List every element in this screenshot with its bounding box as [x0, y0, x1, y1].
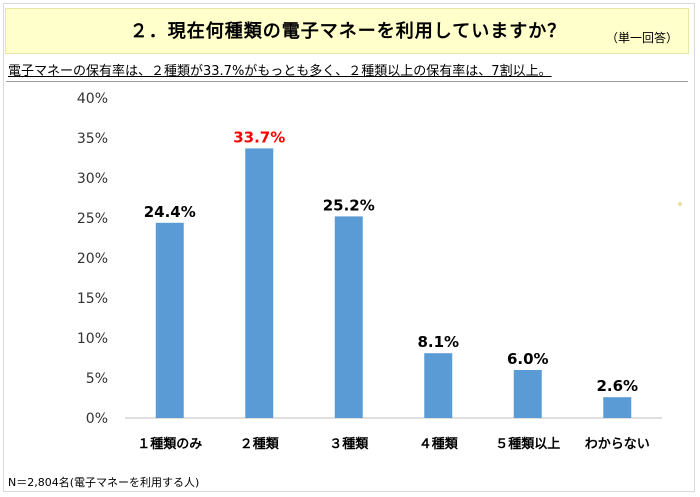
y-tick-label: 5%: [86, 371, 108, 387]
x-tick-label: ２種類: [240, 436, 280, 452]
y-axis: 0% 5% 10% 15% 20% 25% 30% 35% 40%: [77, 91, 108, 427]
bar-value-label: 33.7%: [233, 128, 285, 146]
bar-series: [155, 148, 632, 418]
y-tick-label: 40%: [77, 91, 108, 107]
y-tick-label: 10%: [77, 331, 108, 347]
summary-divider: [6, 81, 688, 82]
decorative-dot: [678, 202, 682, 206]
x-tick-label: ５種類以上: [495, 436, 560, 452]
y-tick-label: 0%: [86, 411, 108, 427]
bar: [245, 148, 274, 418]
title-band: ２．現在何種類の電子マネーを利用していますか？ （単一回答）: [5, 8, 689, 54]
value-labels: 24.4% 33.7% 25.2% 8.1% 6.0% 2.6%: [144, 128, 638, 395]
bar-value-label: 24.4%: [144, 203, 196, 221]
x-tick-label: １種類のみ: [137, 436, 202, 452]
y-tick-label: 20%: [77, 251, 108, 267]
bar: [513, 370, 542, 418]
summary-text: 電子マネーの保有率は、２種類が33.7%がもっとも多く、２種類以上の保有率は、7…: [8, 64, 552, 79]
x-tick-label: ４種類: [419, 436, 459, 452]
y-tick-label: 25%: [77, 211, 108, 227]
bar: [424, 353, 453, 418]
bar-value-label: 8.1%: [417, 333, 459, 351]
bar-value-label: 25.2%: [323, 196, 375, 214]
y-tick-label: 30%: [77, 171, 108, 187]
sample-size-note: N＝2,804名(電子マネーを利用する人): [8, 476, 200, 489]
x-tick-label: わからない: [585, 437, 650, 452]
x-tick-label: ３種類: [329, 436, 369, 452]
bar: [155, 222, 184, 418]
bar-value-label: 6.0%: [507, 350, 549, 368]
bar: [603, 397, 632, 418]
page-title: ２．現在何種類の電子マネーを利用していますか？: [129, 21, 567, 42]
x-axis: １種類のみ ２種類 ３種類 ４種類 ５種類以上 わからない: [125, 417, 662, 452]
answer-type-note: （単一回答）: [605, 31, 678, 45]
y-tick-label: 35%: [77, 131, 108, 147]
bar-value-label: 2.6%: [596, 377, 638, 395]
bar: [334, 216, 363, 418]
y-tick-label: 15%: [77, 291, 108, 307]
